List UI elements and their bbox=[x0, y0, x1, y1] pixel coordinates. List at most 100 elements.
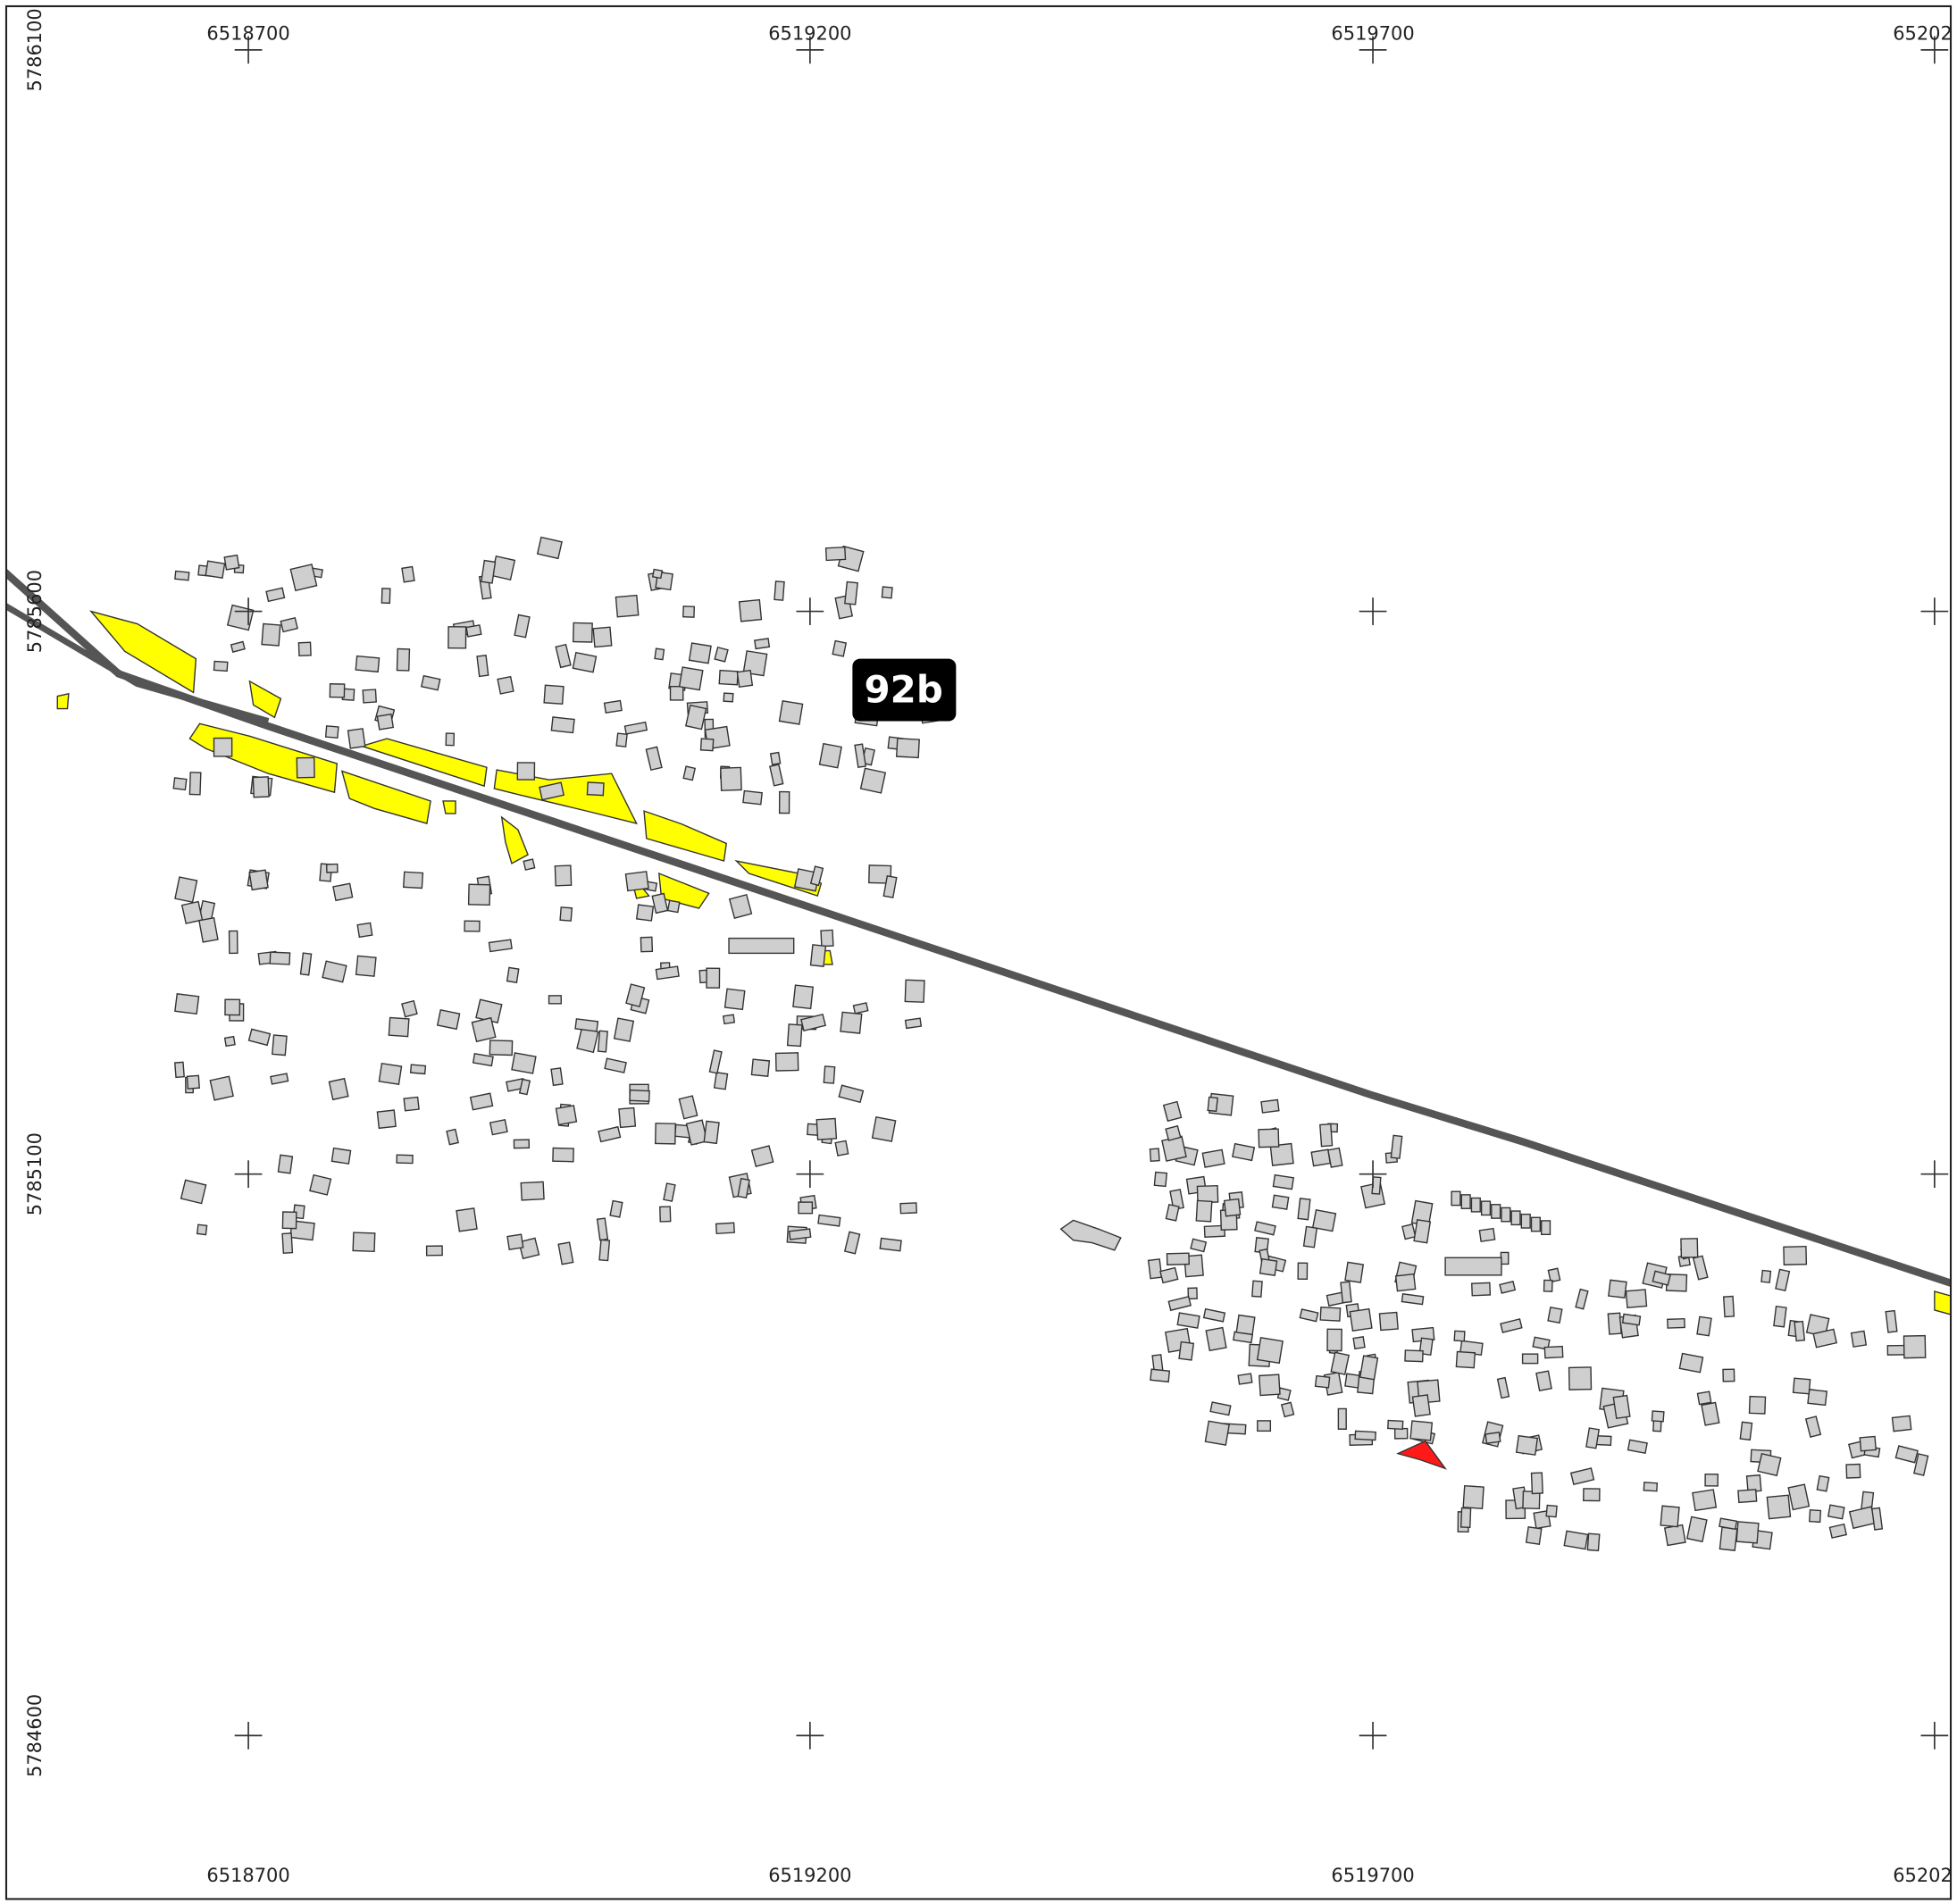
building bbox=[403, 1096, 420, 1112]
building bbox=[1401, 1293, 1425, 1306]
building bbox=[322, 960, 347, 983]
building bbox=[402, 871, 424, 889]
building bbox=[186, 1074, 200, 1090]
building bbox=[651, 568, 664, 580]
building bbox=[1696, 1390, 1712, 1406]
building bbox=[376, 1109, 397, 1130]
building bbox=[518, 1078, 531, 1096]
building bbox=[1470, 1282, 1492, 1297]
building bbox=[1354, 1430, 1376, 1441]
building bbox=[1280, 1401, 1295, 1418]
building bbox=[1612, 1394, 1631, 1420]
building bbox=[1491, 1204, 1501, 1219]
zone bbox=[442, 800, 456, 814]
building bbox=[1166, 1252, 1190, 1265]
building bbox=[778, 699, 804, 725]
building bbox=[1575, 1288, 1589, 1310]
building bbox=[1413, 1219, 1432, 1244]
building bbox=[737, 1177, 750, 1199]
building bbox=[1455, 1350, 1476, 1369]
building bbox=[355, 955, 377, 977]
building bbox=[574, 1018, 599, 1032]
building bbox=[629, 1089, 650, 1102]
building bbox=[1378, 1311, 1399, 1332]
building bbox=[489, 1118, 508, 1136]
building bbox=[852, 1002, 869, 1015]
zone bbox=[340, 770, 431, 824]
building bbox=[651, 892, 669, 914]
building bbox=[1807, 1389, 1828, 1407]
building bbox=[1913, 1453, 1929, 1476]
building bbox=[859, 767, 887, 794]
building bbox=[592, 626, 613, 648]
building bbox=[1760, 1269, 1772, 1283]
building bbox=[213, 737, 233, 757]
building bbox=[682, 605, 696, 618]
building bbox=[297, 641, 312, 657]
building bbox=[539, 781, 565, 801]
building bbox=[188, 772, 202, 796]
building bbox=[376, 713, 395, 731]
coord-labels: 6518700 6519200 6519700 6520200 6518700 65192… bbox=[24, 8, 1951, 1886]
building bbox=[666, 899, 681, 914]
building bbox=[518, 1237, 540, 1260]
building bbox=[823, 1065, 836, 1084]
building bbox=[1297, 1262, 1309, 1280]
building bbox=[1401, 1223, 1417, 1240]
left-coord: 5785100 bbox=[24, 1132, 46, 1215]
building bbox=[1540, 1220, 1551, 1236]
building bbox=[1159, 1266, 1179, 1284]
building bbox=[788, 1228, 812, 1240]
building bbox=[497, 675, 514, 695]
building bbox=[296, 756, 315, 779]
building bbox=[1311, 1208, 1337, 1232]
building bbox=[792, 984, 815, 1010]
building bbox=[834, 1140, 849, 1157]
building bbox=[635, 904, 655, 922]
building bbox=[1722, 1295, 1735, 1318]
building bbox=[1232, 1142, 1256, 1162]
building bbox=[1411, 1394, 1431, 1417]
building bbox=[669, 685, 684, 701]
building bbox=[603, 699, 623, 714]
building bbox=[678, 666, 704, 691]
building bbox=[552, 1147, 574, 1163]
bottom-coord: 6518700 bbox=[206, 1865, 289, 1886]
building bbox=[270, 1073, 289, 1085]
building bbox=[1259, 1257, 1278, 1276]
building bbox=[738, 598, 763, 622]
building bbox=[347, 728, 366, 749]
building bbox=[723, 692, 734, 703]
building bbox=[868, 864, 892, 884]
building bbox=[1757, 1452, 1782, 1477]
building bbox=[205, 560, 226, 579]
building bbox=[511, 1052, 537, 1074]
building bbox=[703, 1120, 720, 1145]
building bbox=[895, 738, 920, 759]
building bbox=[1804, 1415, 1822, 1438]
building bbox=[1302, 1225, 1318, 1248]
building bbox=[1871, 1507, 1884, 1531]
building bbox=[1547, 1267, 1561, 1283]
building bbox=[550, 716, 575, 734]
building bbox=[832, 639, 848, 657]
building bbox=[269, 951, 291, 965]
building bbox=[904, 1017, 923, 1030]
building bbox=[1178, 1340, 1195, 1361]
building bbox=[1787, 1483, 1811, 1511]
building bbox=[1187, 1287, 1198, 1300]
building bbox=[476, 655, 489, 678]
building bbox=[548, 995, 562, 1005]
building bbox=[778, 790, 790, 814]
building bbox=[786, 1023, 803, 1048]
building bbox=[1660, 1505, 1680, 1528]
building bbox=[516, 762, 536, 781]
zone bbox=[657, 872, 710, 909]
building bbox=[1499, 1281, 1517, 1294]
building bbox=[1162, 1100, 1183, 1123]
building bbox=[247, 1028, 272, 1047]
building bbox=[838, 1084, 865, 1104]
building bbox=[723, 988, 746, 1011]
building bbox=[1748, 1395, 1767, 1415]
building bbox=[1685, 1516, 1708, 1543]
